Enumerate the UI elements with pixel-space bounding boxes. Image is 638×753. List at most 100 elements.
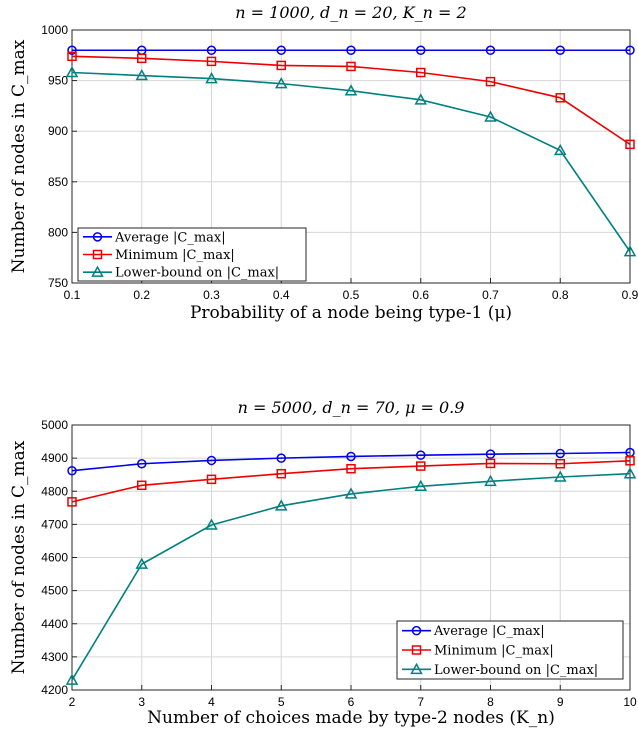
y-axis-label: Number of nodes in C_max (9, 39, 29, 273)
y-axis-label: Number of nodes in C_max (9, 440, 29, 674)
x-axis-label: Number of choices made by type-2 nodes (… (147, 708, 555, 728)
data-point (485, 76, 496, 87)
data-point (206, 45, 217, 55)
series-line (71, 459, 631, 503)
data-point (276, 45, 286, 55)
data-point (65, 673, 79, 685)
data-point (414, 93, 428, 105)
legend: Average |C_max| Minimum |C_max| Lower-boun… (77, 227, 307, 282)
y-tick-label: 4600 (41, 551, 68, 565)
data-point (484, 474, 497, 487)
x-tick-label: 0.2 (133, 288, 150, 302)
axes-frame (71, 29, 631, 284)
y-tick-label: 850 (48, 175, 68, 189)
data-point (346, 45, 356, 55)
data-point (625, 139, 635, 150)
data-point (555, 93, 565, 103)
legend-marker (91, 265, 104, 277)
data-point (346, 451, 356, 462)
x-tick-label: 0.8 (552, 288, 569, 302)
x-tick-label: 0.9 (622, 288, 638, 302)
y-tick-label: 950 (48, 74, 68, 88)
y-tick-label: 900 (48, 124, 68, 138)
series-line (71, 472, 631, 681)
data-point (485, 45, 496, 55)
data-point (65, 65, 79, 78)
legend-label: Average |C_max| (114, 230, 226, 245)
data-point (555, 459, 565, 469)
data-point (344, 487, 358, 499)
legend-marker (92, 249, 103, 260)
series-line (71, 71, 631, 253)
chart-panel-2: 2 3 4 5 6 7 8 9 10 4200 4300 4400 4500 4600 4700 4800 49… (9, 398, 637, 728)
series-3 (65, 65, 637, 257)
legend-label: Average |C_max| (433, 624, 545, 639)
chart-panel-1: 0.1 0.2 0.3 0.4 0.5 0.6 0.7 0.8 0.9 750 800 850 900 9… (9, 3, 638, 323)
series-1 (67, 447, 635, 476)
data-point (276, 453, 286, 463)
data-point (276, 60, 286, 71)
data-point (67, 51, 77, 62)
data-point (67, 465, 77, 476)
data-point (416, 461, 426, 471)
legend-label: Minimum |C_max| (434, 644, 554, 659)
series-line (71, 55, 631, 146)
x-tick-label: 3 (138, 695, 145, 709)
y-tick-label: 4800 (41, 484, 68, 498)
data-point (623, 467, 637, 479)
y-tick-label: 5000 (41, 418, 68, 432)
data-point (67, 497, 77, 507)
data-point (137, 480, 147, 491)
data-point (274, 77, 288, 89)
y-tick-label: 4900 (41, 451, 68, 465)
y-tick-label: 4700 (41, 517, 68, 531)
data-point (553, 143, 567, 156)
data-point (625, 456, 635, 466)
series-2 (67, 456, 635, 507)
series-line (71, 451, 631, 472)
x-tick-label: 0.5 (343, 288, 360, 302)
series-2 (67, 51, 635, 150)
data-point (206, 474, 217, 485)
x-tick-label: 8 (487, 695, 494, 709)
data-point (555, 448, 565, 459)
data-point (346, 463, 356, 474)
data-point (484, 110, 497, 122)
legend-box (396, 620, 624, 680)
legend-marker (411, 625, 422, 636)
legend-marker (92, 232, 103, 242)
data-point (553, 470, 567, 482)
x-tick-label: 2 (69, 695, 76, 709)
x-tick-label: 10 (623, 695, 637, 709)
x-tick-label: 0.1 (64, 288, 81, 302)
chart-title: n = 5000, d_n = 70, μ = 0.9 (238, 398, 465, 417)
data-point (206, 455, 217, 466)
data-point (416, 67, 426, 78)
legend-box (77, 227, 307, 282)
data-point (416, 45, 426, 55)
data-point (276, 468, 286, 479)
x-tick-label: 9 (557, 695, 564, 709)
x-tick-label: 5 (278, 695, 285, 709)
data-point (485, 458, 496, 469)
legend-label: Lower-bound on |C_max| (115, 266, 279, 281)
data-point (346, 61, 356, 72)
legend-label: Lower-bound on |C_max| (434, 663, 598, 678)
data-point (135, 557, 149, 569)
x-tick-label: 0.7 (482, 288, 499, 302)
data-point (67, 45, 77, 55)
y-tick-label: 4300 (41, 650, 68, 664)
series-3 (65, 467, 637, 685)
x-axis-label: Probability of a node being type-1 (μ) (190, 303, 512, 323)
x-tick-label: 6 (348, 695, 355, 709)
data-point (555, 45, 565, 55)
y-tick-label: 800 (48, 225, 68, 239)
data-point (205, 518, 218, 530)
data-point (137, 53, 147, 64)
data-point (414, 479, 428, 492)
y-tick-label: 750 (48, 276, 68, 290)
data-point (137, 459, 147, 469)
y-tick-label: 1000 (41, 23, 68, 37)
legend-marker (410, 662, 423, 675)
legend-label: Minimum |C_max| (115, 248, 235, 263)
